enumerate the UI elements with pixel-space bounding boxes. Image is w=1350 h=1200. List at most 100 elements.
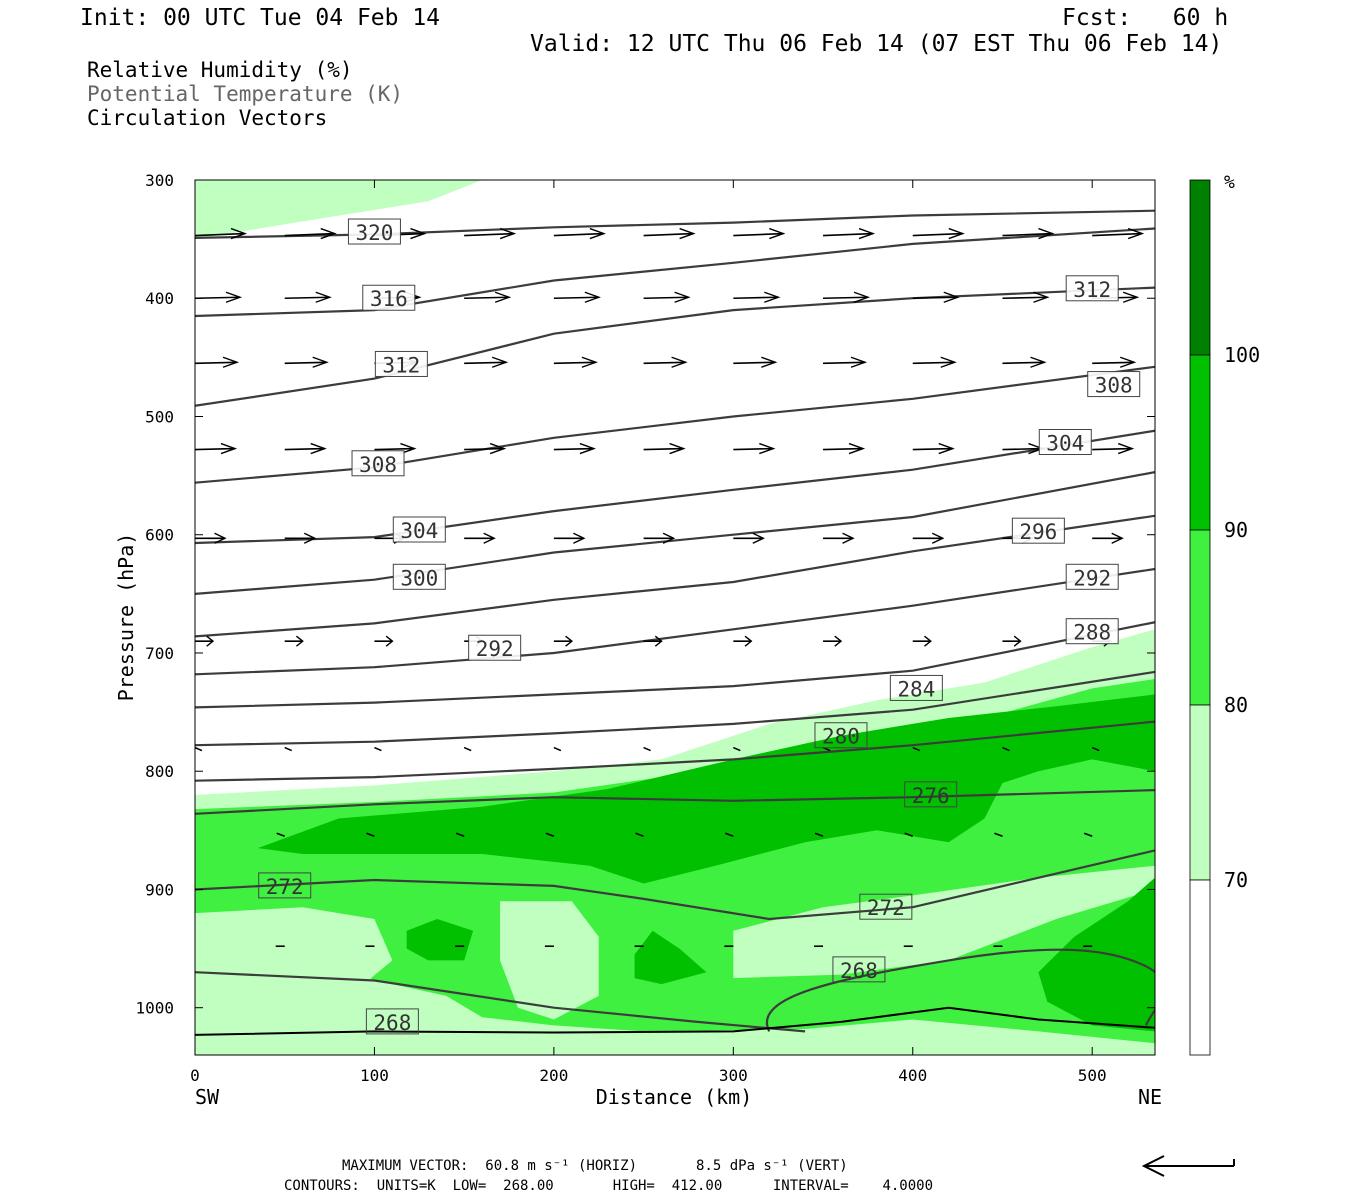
vector-shaft — [284, 447, 325, 451]
vector-arrow — [195, 746, 203, 752]
contour-label-box — [1087, 371, 1141, 398]
vector-arrow — [1002, 746, 1010, 752]
theta-contour-312 — [195, 286, 1155, 407]
vector-arrow — [733, 442, 776, 455]
vector-arrow — [1092, 356, 1137, 368]
vector-head — [230, 227, 248, 240]
vector-head — [759, 442, 776, 455]
contour-label-text: 292 — [1073, 566, 1111, 590]
vector-shaft — [733, 746, 741, 752]
contour-label-280: 280 — [814, 722, 868, 749]
vector-arrow — [553, 442, 596, 455]
vector-head — [489, 442, 507, 455]
vector-arrow — [366, 832, 375, 837]
surface-line — [195, 1006, 1155, 1036]
vector-head — [400, 442, 417, 455]
vector-head — [584, 291, 601, 303]
vector-shaft — [553, 447, 594, 451]
vector-arrow — [643, 532, 676, 544]
contour-label-box — [859, 893, 913, 920]
contour-label-box — [1065, 563, 1119, 590]
vector-shaft — [643, 361, 686, 365]
y-tick-label: 700 — [145, 644, 174, 663]
vector-arrow — [195, 635, 215, 647]
vector-arrow — [733, 291, 781, 303]
contour-label-304: 304 — [1038, 429, 1092, 456]
x-tick-label: 300 — [719, 1066, 748, 1085]
vector-shaft — [455, 832, 465, 837]
vector-head — [1117, 442, 1135, 455]
vector-shaft — [1002, 361, 1045, 365]
y-tick-label: 400 — [145, 289, 174, 308]
max-vector-arrow — [1141, 1155, 1235, 1177]
vector-shaft — [1002, 447, 1043, 451]
y-tick-label: 900 — [145, 880, 174, 899]
theta-contour-292 — [195, 567, 1155, 676]
contour-label-box — [1038, 429, 1092, 455]
vector-head — [579, 442, 596, 455]
vector-shaft — [284, 296, 330, 300]
vector-shaft — [912, 296, 958, 300]
vector-shaft — [195, 232, 246, 237]
vector-arrow — [994, 832, 1003, 837]
y-tick-label: 300 — [145, 171, 174, 190]
vector-shaft — [823, 361, 866, 365]
vector-head — [225, 291, 243, 303]
vector-head — [654, 635, 663, 647]
vector-shaft — [284, 361, 327, 365]
vector-head — [1013, 635, 1022, 647]
rh-70-80-pocket-c — [733, 865, 1155, 979]
vector-arrow — [733, 227, 786, 240]
vector-head — [834, 635, 843, 647]
contour-label-272: 272 — [258, 872, 312, 899]
contour-label-text: 272 — [867, 896, 905, 920]
forecast-hour: Fcst: 60 h — [1062, 5, 1229, 31]
vector-head — [310, 442, 327, 455]
vector-arrow — [284, 746, 293, 752]
vector-head — [222, 356, 240, 368]
vector-arrow — [1002, 291, 1050, 303]
contour-label-text: 280 — [822, 725, 860, 749]
contour-label-284: 284 — [889, 674, 943, 701]
vector-arrow — [912, 291, 960, 303]
vector-head — [669, 442, 686, 455]
theta-contour-284 — [195, 670, 1155, 747]
vector-head — [1119, 356, 1137, 368]
vector-shaft — [284, 232, 335, 237]
colorbar-segment — [1189, 879, 1211, 1056]
vector-shaft — [374, 746, 382, 752]
endpoint-left: SW — [195, 1085, 220, 1109]
rh-90-100-blob-b — [634, 930, 707, 985]
vector-arrow — [733, 746, 741, 752]
vector-arrow — [284, 291, 332, 303]
vector-arrow — [823, 532, 855, 544]
vector-shaft — [195, 361, 238, 365]
vector-shaft — [284, 746, 293, 752]
vector-arrow — [464, 532, 496, 544]
vector-shaft — [1092, 447, 1133, 451]
vector-shaft — [553, 746, 562, 752]
theta-contours — [195, 209, 1155, 1036]
vector-arrow — [374, 442, 417, 455]
vector-shaft — [553, 296, 599, 300]
contour-label-text: 312 — [382, 353, 420, 377]
vector-head — [671, 356, 688, 368]
contour-label-288: 288 — [1065, 618, 1119, 645]
vector-shaft — [1002, 746, 1010, 752]
vector-head — [752, 532, 765, 544]
contour-label-text: 308 — [1095, 374, 1133, 398]
vector-head — [940, 356, 957, 368]
y-tick-label: 500 — [145, 407, 174, 426]
contour-label-text: 292 — [476, 637, 514, 661]
vector-shaft — [464, 232, 515, 237]
vector-arrow — [823, 291, 871, 303]
vector-arrow — [553, 746, 562, 752]
theta-contour-304 — [195, 429, 1155, 545]
vector-arrow — [912, 635, 932, 647]
vector-head — [848, 442, 866, 455]
vector-shaft — [823, 296, 869, 300]
theta-contour-280 — [195, 720, 1155, 782]
contour-label-300: 300 — [392, 563, 446, 590]
contour-label-text: 296 — [1019, 520, 1057, 544]
contour-label-320: 320 — [347, 218, 401, 245]
